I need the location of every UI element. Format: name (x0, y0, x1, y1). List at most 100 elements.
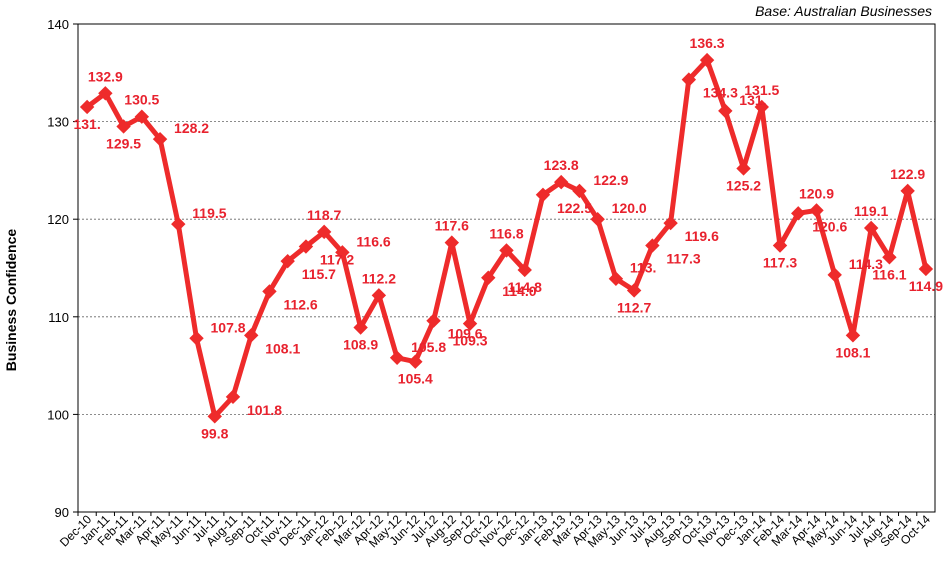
y-tick-label: 110 (48, 310, 69, 325)
data-label: 105.4 (398, 371, 433, 387)
data-point (608, 271, 624, 286)
data-label: 128.2 (174, 120, 209, 136)
data-label: 112.6 (283, 296, 317, 312)
data-label: 108.1 (265, 340, 300, 356)
data-label: 109.6 (448, 326, 483, 342)
data-label: 107.8 (211, 319, 246, 335)
data-point (736, 161, 751, 176)
data-label: 119.5 (192, 205, 226, 221)
data-label: 120.9 (799, 185, 834, 201)
data-point (171, 216, 186, 232)
data-label: 136.3 (690, 35, 725, 51)
data-point (408, 354, 423, 369)
data-label: 109.3 (453, 333, 488, 349)
data-point (389, 350, 405, 365)
y-tick-label: 140 (47, 17, 69, 32)
data-label: 112.2 (362, 270, 396, 286)
data-label: 114.9 (909, 278, 943, 294)
data-label: 131.5 (744, 82, 779, 98)
data-label: 131. (73, 116, 100, 132)
data-point (663, 215, 678, 231)
data-point (98, 86, 113, 101)
data-point (499, 243, 514, 258)
data-point (353, 320, 368, 335)
data-point (681, 72, 697, 87)
data-point (809, 203, 824, 218)
data-label: 122.9 (593, 172, 628, 188)
data-label: 108.1 (835, 344, 870, 360)
data-label: 123.8 (544, 157, 579, 173)
data-label: 115.7 (302, 266, 336, 282)
data-point (553, 174, 569, 190)
data-point (827, 267, 842, 283)
data-label: 114.3 (849, 256, 883, 272)
data-label: 114.0 (502, 283, 536, 299)
data-label: 134.3 (703, 85, 738, 101)
data-label: 117.3 (763, 255, 797, 271)
data-point (718, 103, 733, 119)
data-point (207, 409, 222, 424)
data-label: 120.6 (812, 218, 847, 234)
data-point (754, 99, 769, 115)
data-label: 132.9 (88, 68, 123, 84)
data-point (699, 52, 715, 68)
data-label: 119.6 (685, 228, 719, 244)
data-label: 125.2 (726, 177, 761, 193)
data-point (79, 99, 95, 115)
data-label: 131. (739, 92, 766, 108)
data-label: 113. (630, 260, 656, 276)
data-point (371, 288, 387, 303)
data-label: 122.9 (890, 166, 925, 182)
data-point (280, 253, 295, 269)
y-tick-label: 100 (47, 407, 69, 422)
data-point (152, 131, 168, 147)
data-point (134, 109, 150, 124)
data-point (335, 245, 350, 260)
data-point (262, 284, 277, 299)
data-label: 116.6 (356, 233, 390, 249)
data-point (244, 328, 259, 343)
y-tick-label: 90 (55, 505, 69, 520)
data-point (626, 283, 642, 298)
data-label: 130.5 (124, 92, 159, 108)
y-tick-label: 120 (47, 212, 69, 227)
data-point (298, 239, 314, 254)
data-label: 129.5 (106, 135, 141, 151)
data-point (645, 238, 660, 253)
data-label: 114.8 (508, 279, 542, 295)
data-point (189, 331, 204, 346)
data-point (462, 316, 478, 331)
data-point (426, 313, 441, 328)
data-point (316, 224, 332, 240)
data-label: 117.3 (666, 251, 700, 267)
data-point (918, 261, 934, 277)
data-point (900, 183, 915, 199)
data-label: 117.6 (435, 218, 469, 234)
data-point (863, 220, 879, 236)
data-label: 116.8 (489, 225, 523, 241)
data-point (444, 235, 460, 250)
data-label: 117.2 (320, 252, 354, 268)
data-label: 108.9 (343, 337, 378, 353)
data-point (572, 183, 587, 199)
data-label: 119.1 (854, 203, 888, 219)
data-label: 99.8 (201, 425, 228, 441)
data-point (225, 389, 241, 405)
data-label: 101.8 (247, 402, 282, 418)
data-label: 118.7 (307, 207, 341, 223)
data-point (772, 238, 788, 253)
data-point (791, 206, 806, 221)
data-point (845, 328, 861, 343)
data-label: 120.0 (612, 200, 647, 216)
data-label: 112.7 (617, 299, 651, 315)
plot-area-border (77, 23, 936, 513)
data-point (517, 262, 532, 278)
data-label: 105.8 (411, 339, 446, 355)
data-label: 122.5 (557, 200, 592, 216)
data-point (535, 187, 551, 203)
data-label: 116.1 (872, 266, 906, 282)
base-annotation: Base: Australian Businesses (755, 3, 932, 19)
y-tick-label: 130 (47, 115, 69, 130)
data-point (590, 211, 605, 227)
